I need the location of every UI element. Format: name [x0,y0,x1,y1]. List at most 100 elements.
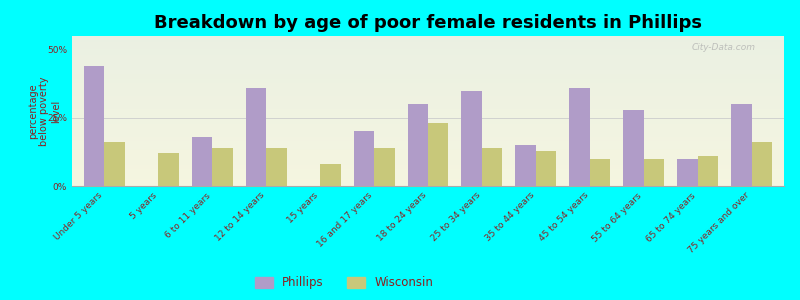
Bar [72,113,784,115]
Bar [72,103,784,105]
Bar [72,160,784,162]
Bar [72,175,784,177]
Title: Breakdown by age of poor female residents in Phillips: Breakdown by age of poor female resident… [154,14,702,32]
Bar [72,75,784,77]
Bar [72,83,784,85]
Bar [72,139,784,141]
Bar [72,36,784,38]
Bar [72,115,784,117]
Bar [72,177,784,178]
Bar [72,68,784,70]
Bar [644,159,664,186]
Bar [72,98,784,100]
Bar [72,92,784,94]
Bar [72,62,784,64]
Bar [72,154,784,156]
Bar [72,128,784,130]
Bar [192,137,212,186]
Bar [72,130,784,132]
Bar [72,60,784,62]
Bar [158,153,179,186]
Bar [72,118,784,120]
Bar [72,87,784,88]
Bar [320,164,341,186]
Bar [72,184,784,186]
Bar [72,96,784,98]
Bar [72,156,784,158]
Bar [72,158,784,160]
Bar [72,143,784,145]
Bar [570,88,590,186]
Bar [72,147,784,148]
Y-axis label: percentage
below poverty
level: percentage below poverty level [28,76,61,146]
Bar [72,55,784,57]
Bar [72,74,784,75]
Bar [72,100,784,102]
Bar [72,141,784,143]
Bar [72,94,784,96]
Bar [72,164,784,165]
Bar [515,145,536,186]
Bar [72,81,784,83]
Bar [72,122,784,124]
Bar [72,79,784,81]
Bar [72,135,784,137]
Bar [72,117,784,118]
Bar [72,77,784,79]
Bar [354,131,374,186]
Text: City-Data.com: City-Data.com [691,44,755,52]
Bar [536,151,556,186]
Bar [72,145,784,147]
Bar [72,45,784,47]
Bar [72,66,784,68]
Bar [212,148,233,186]
Bar [698,156,718,186]
Bar [72,169,784,171]
Bar [72,109,784,111]
Bar [72,42,784,43]
Bar [72,180,784,182]
Bar [72,47,784,49]
Bar [623,110,644,186]
Bar [72,124,784,126]
Bar [72,49,784,51]
Bar [72,44,784,45]
Bar [72,105,784,107]
Bar [72,85,784,87]
Bar [72,51,784,53]
Bar [752,142,772,186]
Bar [72,171,784,173]
Bar [590,159,610,186]
Bar [72,88,784,90]
Bar [72,57,784,59]
Bar [72,165,784,167]
Bar [731,104,752,186]
Bar [462,91,482,186]
Bar [266,148,286,186]
Bar [72,90,784,92]
Bar [72,53,784,55]
Bar [407,104,428,186]
Bar [72,102,784,103]
Bar [72,120,784,122]
Bar [374,148,394,186]
Bar [72,148,784,150]
Bar [72,134,784,135]
Bar [72,178,784,180]
Bar [72,72,784,74]
Bar [72,107,784,109]
Bar [482,148,502,186]
Bar [84,66,104,186]
Legend: Phillips, Wisconsin: Phillips, Wisconsin [250,272,438,294]
Bar [104,142,125,186]
Bar [246,88,266,186]
Bar [72,167,784,169]
Bar [72,132,784,134]
Bar [72,173,784,175]
Bar [428,123,449,186]
Bar [72,38,784,40]
Bar [72,162,784,164]
Bar [72,150,784,152]
Bar [677,159,698,186]
Bar [72,137,784,139]
